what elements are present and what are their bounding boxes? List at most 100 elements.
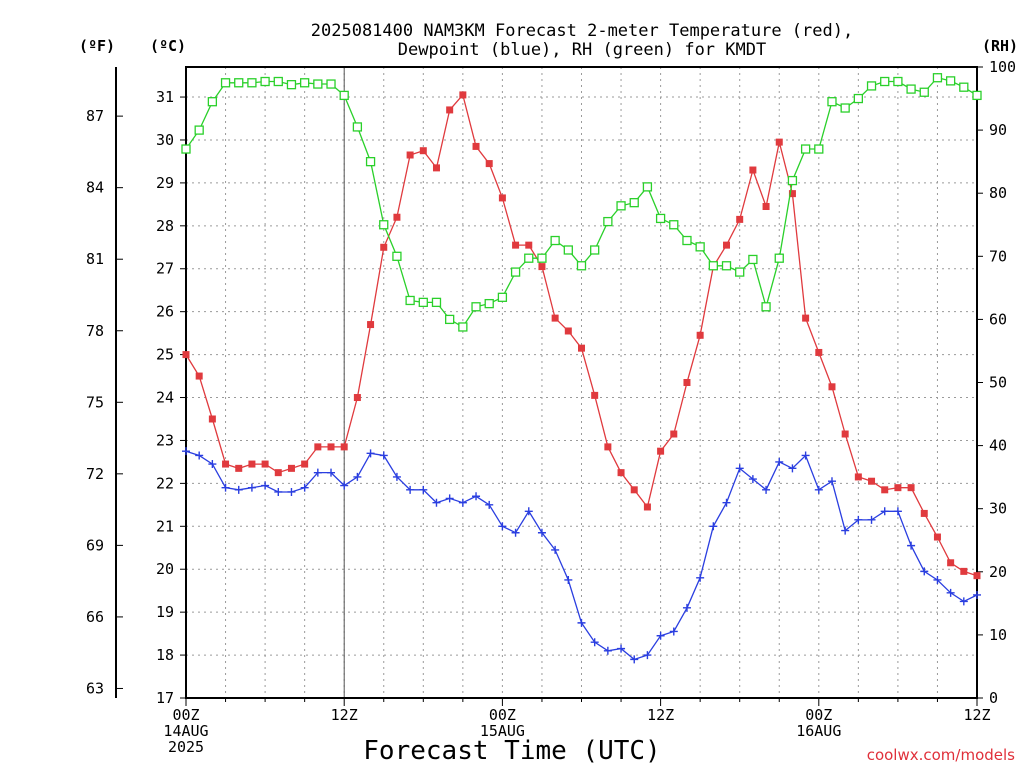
data-point-temperature: [274, 469, 282, 477]
data-point-dewpoint: [590, 638, 599, 647]
data-point-rh: [642, 182, 653, 192]
data-point-dewpoint: [946, 588, 955, 597]
data-point-dewpoint: [630, 655, 639, 664]
data-point-rh: [220, 78, 231, 88]
data-point-dewpoint: [261, 481, 270, 490]
c-tick-label: 22: [156, 474, 174, 492]
data-point-dewpoint: [682, 603, 691, 612]
x-tick-label: 12Z: [331, 706, 358, 724]
data-point-temperature: [301, 460, 309, 468]
data-point-rh: [748, 254, 758, 265]
data-point-dewpoint: [933, 575, 942, 584]
f-tick-label: 63: [86, 679, 104, 697]
f-tick-label: 81: [86, 250, 104, 268]
data-point-temperature: [314, 443, 322, 451]
data-point-rh: [880, 76, 890, 87]
data-point-dewpoint: [485, 500, 494, 509]
axes: [115, 66, 983, 706]
x-tick-label: 2025: [168, 738, 204, 756]
data-point-dewpoint: [748, 475, 757, 484]
data-point-rh: [576, 261, 587, 271]
data-point-dewpoint: [274, 487, 283, 496]
data-point-rh: [721, 261, 732, 271]
data-point-dewpoint: [854, 515, 863, 524]
data-point-dewpoint: [366, 449, 375, 458]
data-point-rh: [919, 87, 929, 97]
data-point-rh: [445, 314, 455, 325]
data-point-rh: [326, 79, 336, 89]
data-point-dewpoint: [313, 468, 322, 477]
data-point-dewpoint: [722, 498, 731, 507]
data-point-temperature: [512, 241, 520, 249]
series-dewpoint: [182, 447, 981, 664]
c-tick-label: 30: [156, 131, 174, 149]
data-point-rh: [774, 253, 784, 263]
c-tick-label: 25: [156, 346, 174, 364]
data-point-rh: [669, 220, 679, 230]
data-point-dewpoint: [827, 477, 836, 486]
rh-tick-label: 100: [989, 58, 1016, 76]
axis-labels: (ºF) (ºC) (RH) 17 18 19 20 21 22 23 24 25 26 27 28 29 30…: [79, 37, 1018, 766]
data-point-temperature: [960, 567, 968, 575]
data-point-dewpoint: [221, 483, 230, 492]
data-point-rh: [827, 97, 837, 107]
data-point-temperature: [762, 203, 770, 211]
data-point-temperature: [854, 473, 862, 481]
data-point-temperature: [788, 190, 796, 198]
data-point-dewpoint: [511, 528, 520, 537]
data-point-dewpoint: [788, 464, 797, 473]
data-point-temperature: [393, 213, 401, 221]
credit-label: coolwx.com/models: [867, 746, 1015, 764]
data-point-temperature: [551, 314, 559, 322]
data-point-temperature: [604, 443, 612, 451]
data-point-rh: [339, 90, 349, 101]
rh-tick-label: 10: [989, 626, 1007, 644]
data-point-rh: [405, 295, 415, 306]
x-tick-label: 16AUG: [796, 722, 841, 740]
data-point-temperature: [657, 447, 665, 455]
data-point-temperature: [802, 314, 810, 322]
data-point-rh: [313, 79, 323, 89]
chart-title: 2025081400 NAM3KM Forecast 2-meter Tempe…: [311, 21, 853, 60]
data-point-rh: [853, 93, 863, 104]
data-point-temperature: [749, 166, 757, 174]
data-point-rh: [761, 302, 771, 312]
data-point-dewpoint: [762, 485, 771, 494]
rh-tick-label: 30: [989, 500, 1007, 518]
x-tick-label: 12Z: [963, 706, 990, 724]
data-point-rh: [932, 73, 943, 83]
data-point-temperature: [459, 91, 467, 99]
data-point-temperature: [472, 142, 480, 150]
data-point-dewpoint: [814, 485, 823, 494]
c-tick-label: 23: [156, 431, 174, 449]
data-point-dewpoint: [959, 597, 968, 606]
rh-tick-label: 50: [989, 374, 1007, 392]
data-point-temperature: [591, 391, 599, 399]
f-tick-label: 69: [86, 536, 104, 554]
data-point-rh: [352, 122, 363, 132]
f-tick-label: 75: [86, 393, 104, 411]
x-tick-label: 12Z: [647, 706, 674, 724]
data-point-rh: [735, 267, 745, 277]
data-point-rh: [708, 261, 718, 271]
data-point-temperature: [261, 460, 269, 468]
data-point-dewpoint: [577, 618, 586, 627]
data-point-rh: [392, 251, 402, 261]
f-tick-label: 84: [86, 179, 104, 197]
data-point-rh: [695, 242, 705, 252]
c-tick-label: 20: [156, 560, 174, 578]
data-point-rh: [945, 76, 956, 86]
data-point-dewpoint: [432, 498, 441, 507]
data-point-dewpoint: [419, 485, 428, 494]
data-point-temperature: [933, 533, 941, 541]
data-point-rh: [365, 156, 376, 167]
data-point-rh: [418, 297, 428, 308]
data-point-rh: [260, 76, 270, 87]
x-axis-label: Forecast Time (UTC): [363, 736, 660, 766]
unit-label-f: (ºF): [79, 37, 115, 55]
c-tick-label: 26: [156, 303, 174, 321]
data-point-temperature: [973, 572, 981, 580]
rh-tick-label: 80: [989, 184, 1007, 202]
data-point-dewpoint: [893, 507, 902, 516]
